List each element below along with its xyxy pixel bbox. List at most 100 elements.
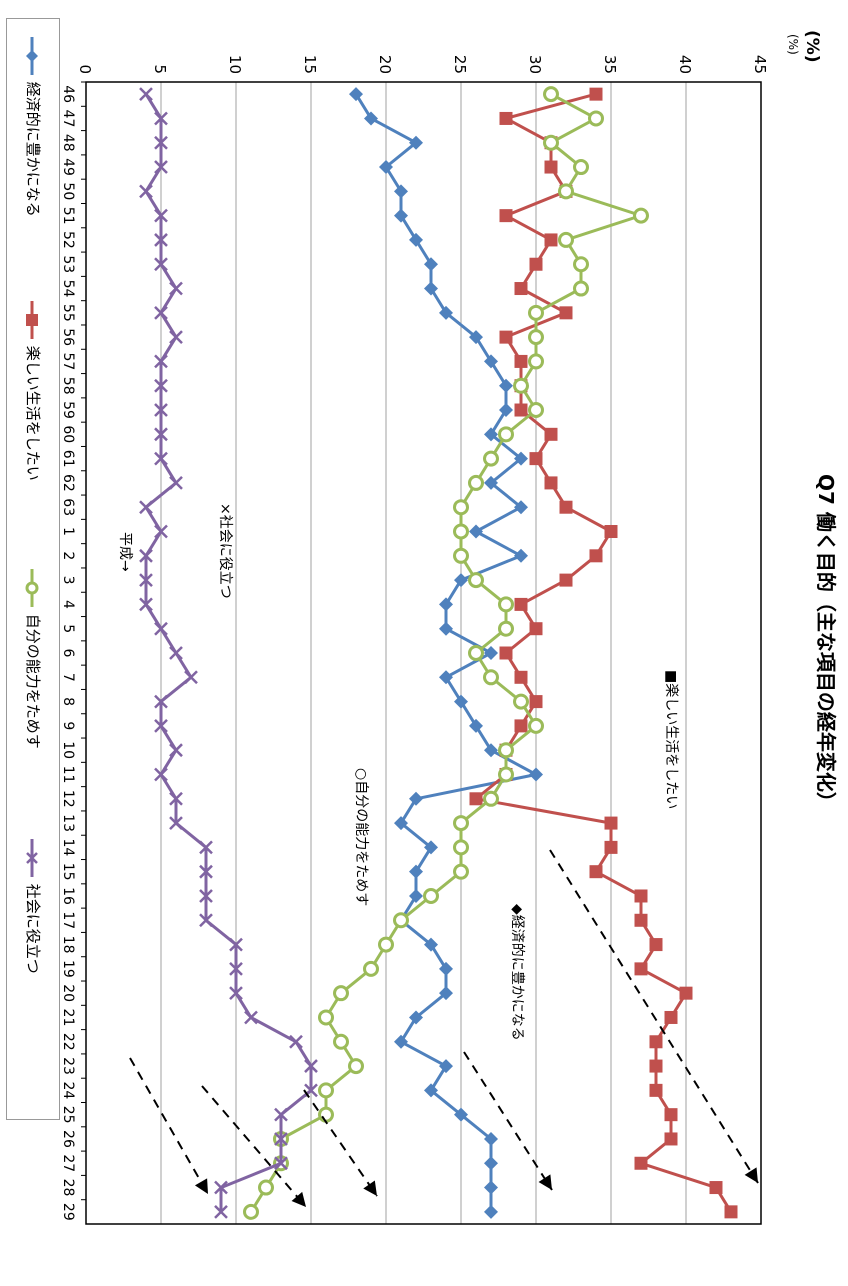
point-keizai xyxy=(424,257,438,272)
point-keizai xyxy=(424,281,438,296)
point-jibun xyxy=(453,523,469,540)
point-jibun xyxy=(318,1106,334,1123)
point-jibun xyxy=(348,1058,364,1075)
point-jibun xyxy=(528,353,544,370)
point-jibun xyxy=(363,960,379,977)
point-jibun xyxy=(483,450,499,467)
x-tick-label: 14 xyxy=(60,838,76,856)
point-keizai xyxy=(484,1156,498,1171)
point-tanoshii xyxy=(679,986,693,1000)
x-tick-label: 24 xyxy=(60,1081,76,1099)
legend-label-keizai: 経済的に豊かになる xyxy=(24,81,42,217)
point-tanoshii xyxy=(664,1132,678,1146)
y-tick-label: 15 xyxy=(301,55,319,74)
point-keizai xyxy=(469,524,483,539)
point-keizai xyxy=(514,500,528,515)
point-shakai xyxy=(229,961,243,976)
point-tanoshii xyxy=(499,646,513,660)
point-keizai xyxy=(454,694,468,709)
point-keizai xyxy=(484,1131,498,1146)
point-shakai xyxy=(154,427,168,442)
point-keizai xyxy=(349,87,363,102)
point-tanoshii xyxy=(529,257,543,271)
point-jibun xyxy=(543,86,559,103)
trend-arrow-line xyxy=(463,1051,553,1191)
point-jibun xyxy=(588,110,604,127)
point-tanoshii xyxy=(514,719,528,733)
trend-arrow-line xyxy=(129,1057,209,1195)
point-keizai xyxy=(409,135,423,150)
point-keizai xyxy=(439,305,453,320)
point-jibun xyxy=(513,377,529,394)
point-shakai xyxy=(154,767,168,782)
trend-arrow-line xyxy=(549,849,759,1184)
point-tanoshii xyxy=(544,160,558,174)
point-shakai xyxy=(274,1132,288,1146)
trend-arrow-head xyxy=(744,1167,758,1183)
legend-item-shakai: 社会に役立つ xyxy=(23,837,44,974)
point-shakai xyxy=(139,597,153,612)
point-keizai xyxy=(454,573,468,588)
x-tick-label: 55 xyxy=(60,304,76,322)
x-tick-label: 18 xyxy=(60,936,76,954)
y-tick-label: 0 xyxy=(76,64,94,74)
x-tick-label: 10 xyxy=(60,741,76,759)
x-tick-label: 3 xyxy=(60,576,76,585)
legend-marker-jibun xyxy=(26,569,39,607)
point-shakai xyxy=(154,694,168,709)
point-keizai xyxy=(469,330,483,345)
point-tanoshii xyxy=(604,525,618,539)
trend-arrow-head xyxy=(538,1174,552,1190)
x-tick-label: 53 xyxy=(60,255,76,273)
series-line-shakai xyxy=(144,93,313,1212)
point-shakai xyxy=(199,840,213,855)
point-tanoshii xyxy=(499,111,513,125)
x-tick-label: 56 xyxy=(60,328,76,346)
point-shakai xyxy=(154,621,168,636)
x-tick-label: 63 xyxy=(60,498,76,516)
point-jibun xyxy=(453,863,469,880)
point-shakai xyxy=(154,378,168,393)
point-shakai xyxy=(154,305,168,320)
point-jibun xyxy=(453,547,469,564)
point-tanoshii xyxy=(604,840,618,854)
x-tick-label: 61 xyxy=(60,450,76,468)
legend-item-jibun: 自分の能力をためす xyxy=(23,567,44,749)
plot-area xyxy=(85,81,762,1225)
point-jibun xyxy=(558,231,574,248)
x-tick-label: 4 xyxy=(60,600,76,609)
point-shakai xyxy=(154,451,168,466)
legend-label-jibun: 自分の能力をためす xyxy=(24,613,42,749)
x-tick-label: 57 xyxy=(60,353,76,371)
point-tanoshii xyxy=(589,865,603,879)
point-jibun xyxy=(453,815,469,832)
point-tanoshii xyxy=(634,889,648,903)
point-shakai xyxy=(199,913,213,928)
point-tanoshii xyxy=(559,573,573,587)
point-shakai xyxy=(229,986,243,1001)
point-jibun xyxy=(498,766,514,783)
point-keizai xyxy=(529,767,543,782)
point-tanoshii xyxy=(634,962,648,976)
point-shakai xyxy=(154,257,168,272)
point-keizai xyxy=(394,816,408,831)
point-shakai xyxy=(169,816,183,830)
point-jibun xyxy=(468,572,484,589)
x-tick-label: 58 xyxy=(60,377,76,395)
point-jibun xyxy=(453,499,469,516)
point-jibun xyxy=(528,304,544,321)
x-tick-label: 23 xyxy=(60,1057,76,1075)
point-shakai xyxy=(199,864,213,879)
point-shakai xyxy=(139,184,153,199)
x-tick-label: 26 xyxy=(60,1130,76,1148)
x-tick-label: 48 xyxy=(60,134,76,152)
point-shakai xyxy=(154,160,168,174)
chart-legend: 経済的に豊かになる 楽しい生活をしたい 自分の能力をためす 社会に役立つ xyxy=(6,18,60,1120)
point-jibun xyxy=(483,790,499,807)
point-tanoshii xyxy=(664,1108,678,1122)
legend-label-shakai: 社会に役立つ xyxy=(24,883,42,974)
point-tanoshii xyxy=(499,209,513,223)
point-shakai xyxy=(274,1156,288,1171)
